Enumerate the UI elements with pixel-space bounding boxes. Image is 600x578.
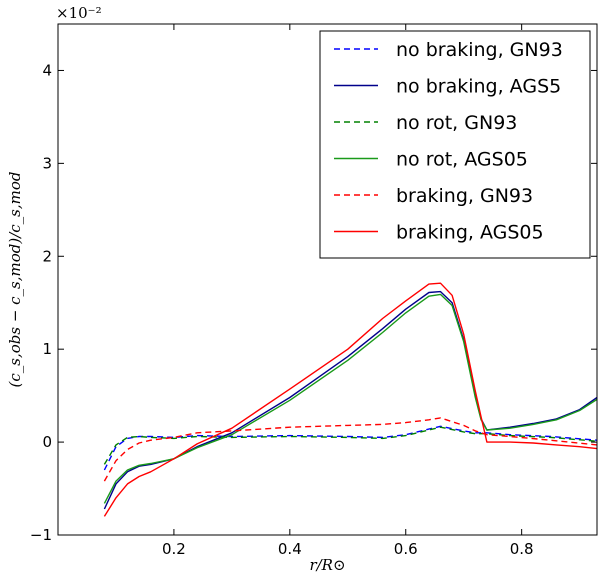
- x-tick-label: 0.8: [510, 540, 534, 558]
- x-axis-label: r/R⊙: [309, 556, 345, 574]
- series-line-6: [103, 282, 597, 517]
- y-tick-label: 4: [42, 61, 52, 79]
- y-tick-label: 0: [42, 433, 52, 451]
- x-tick-label: 0.6: [394, 540, 418, 558]
- legend-label: braking, AGS05: [396, 222, 544, 244]
- legend-box: [319, 30, 591, 259]
- y-tick-label: 2: [42, 247, 52, 265]
- legend-label: no rot, AGS05: [396, 149, 528, 171]
- series-line-2: [103, 290, 597, 510]
- y-tick-label: −1: [30, 526, 52, 544]
- y-tick-label: 3: [42, 154, 52, 172]
- legend-label: no braking, AGS5: [396, 76, 561, 98]
- series-line-5: [103, 417, 597, 482]
- legend-label: no rot, GN93: [396, 112, 517, 134]
- x-tick-label: 0.2: [162, 540, 186, 558]
- legend-label: no braking, GN93: [396, 39, 563, 61]
- y-axis-label: (c_s,obs − c_s,mod)/c_s,mod: [6, 171, 24, 387]
- series-line-1: [103, 425, 597, 471]
- legend-label: braking, GN93: [396, 185, 533, 207]
- y-tick-label: 1: [42, 340, 52, 358]
- x-tick-label: 0.4: [278, 540, 302, 558]
- series-line-3: [103, 426, 597, 465]
- y-scale-label: ×10⁻²: [56, 4, 102, 22]
- series-line-4: [103, 293, 597, 504]
- plot-frame: [57, 23, 598, 536]
- legend: no braking, GN93 no braking, AGS5 no rot, …: [319, 30, 591, 259]
